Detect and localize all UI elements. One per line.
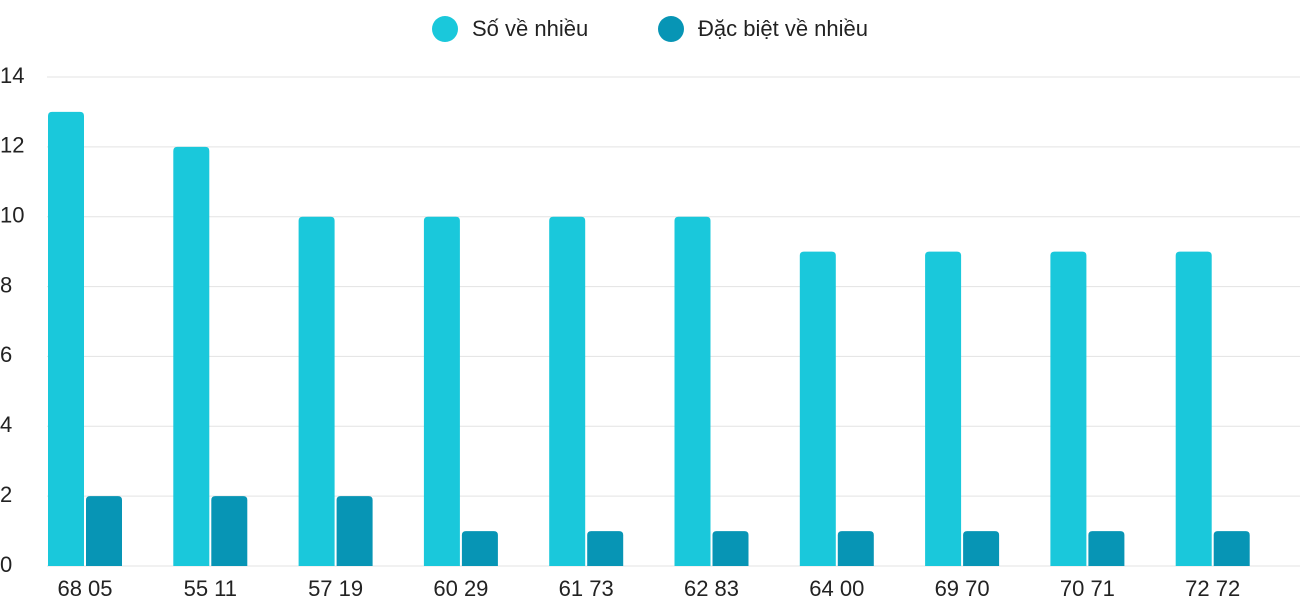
- bar: [1050, 251, 1087, 566]
- bar: [423, 216, 460, 566]
- y-tick-label: 8: [0, 272, 12, 297]
- legend-marker: [432, 16, 458, 42]
- x-tick-label: 68 05: [57, 576, 112, 600]
- bar: [211, 496, 248, 566]
- bar: [1088, 531, 1125, 566]
- x-tick-label: 57 19: [308, 576, 363, 600]
- y-tick-label: 6: [0, 342, 12, 367]
- bar: [712, 531, 749, 566]
- bar: [461, 531, 498, 566]
- x-tick-label: 62 83: [684, 576, 739, 600]
- bar: [587, 531, 624, 566]
- x-tick-label: 70 71: [1060, 576, 1115, 600]
- bar: [48, 111, 84, 566]
- y-tick-label: 12: [0, 133, 24, 158]
- y-tick-label: 14: [0, 63, 24, 88]
- bar: [674, 216, 711, 566]
- bar: [86, 496, 122, 566]
- x-tick-label: 60 29: [433, 576, 488, 600]
- x-tick-label: 72 72: [1185, 576, 1240, 600]
- bar: [1213, 531, 1250, 566]
- y-tick-label: 0: [0, 552, 12, 577]
- bar: [336, 496, 373, 566]
- y-tick-label: 2: [0, 482, 12, 507]
- bar: [298, 216, 335, 566]
- x-tick-label: 55 11: [184, 576, 237, 600]
- bar: [925, 251, 962, 566]
- bar: [837, 531, 874, 566]
- legend-marker: [658, 16, 684, 42]
- x-tick-label: 64 00: [809, 576, 864, 600]
- bar: [173, 146, 210, 566]
- bar: [1175, 251, 1212, 566]
- bar: [799, 251, 836, 566]
- legend-label: Đặc biệt về nhiều: [698, 16, 868, 41]
- bar: [549, 216, 586, 566]
- y-tick-label: 4: [0, 412, 12, 437]
- x-tick-label: 61 73: [559, 576, 614, 600]
- legend-label: Số về nhiều: [472, 16, 588, 41]
- x-tick-label: 69 70: [935, 576, 990, 600]
- y-tick-label: 10: [0, 203, 24, 228]
- bar: [963, 531, 1000, 566]
